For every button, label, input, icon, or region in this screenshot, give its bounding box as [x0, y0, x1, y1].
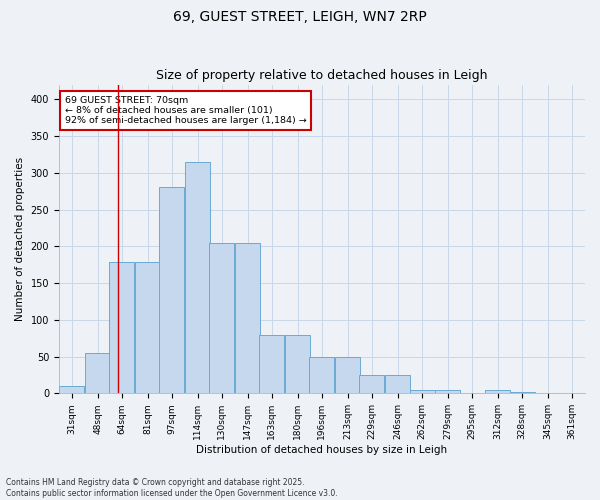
Bar — [135, 262, 160, 394]
Text: 69 GUEST STREET: 70sqm
← 8% of detached houses are smaller (101)
92% of semi-det: 69 GUEST STREET: 70sqm ← 8% of detached … — [65, 96, 307, 126]
Bar — [185, 162, 210, 394]
Bar — [509, 392, 535, 394]
Bar — [410, 390, 434, 394]
X-axis label: Distribution of detached houses by size in Leigh: Distribution of detached houses by size … — [196, 445, 448, 455]
Text: 69, GUEST STREET, LEIGH, WN7 2RP: 69, GUEST STREET, LEIGH, WN7 2RP — [173, 10, 427, 24]
Bar — [160, 188, 184, 394]
Bar — [385, 375, 410, 394]
Bar — [435, 390, 460, 394]
Bar — [235, 242, 260, 394]
Bar — [359, 375, 385, 394]
Bar — [109, 262, 134, 394]
Bar — [285, 334, 310, 394]
Bar — [209, 242, 235, 394]
Bar — [335, 356, 360, 394]
Bar — [259, 334, 284, 394]
Y-axis label: Number of detached properties: Number of detached properties — [15, 157, 25, 321]
Title: Size of property relative to detached houses in Leigh: Size of property relative to detached ho… — [156, 69, 488, 82]
Text: Contains HM Land Registry data © Crown copyright and database right 2025.
Contai: Contains HM Land Registry data © Crown c… — [6, 478, 338, 498]
Bar — [310, 356, 334, 394]
Bar — [485, 390, 511, 394]
Bar — [59, 386, 84, 394]
Bar — [85, 353, 110, 394]
